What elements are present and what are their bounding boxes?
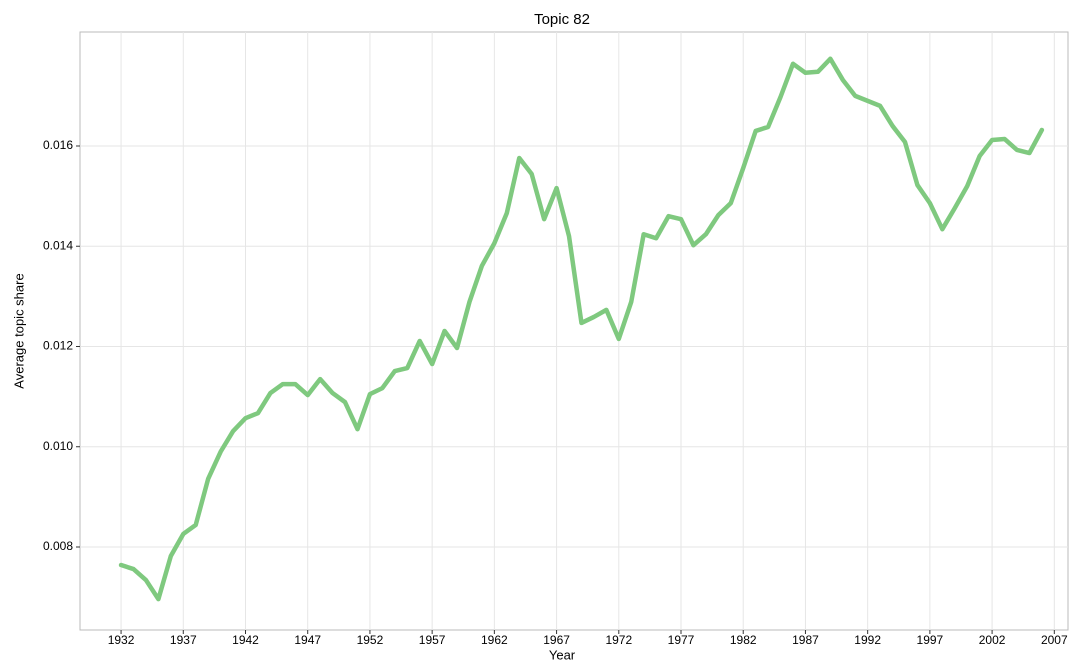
- plot-background: [79, 31, 1069, 631]
- y-tick-label: 0.008: [43, 539, 73, 553]
- y-axis-title: Average topic share: [11, 273, 26, 388]
- x-tick-label: 1952: [357, 633, 384, 647]
- x-tick-label: 1977: [668, 633, 695, 647]
- chart-title: Topic 82: [534, 11, 590, 28]
- x-tick-label: 1937: [170, 633, 197, 647]
- x-tick-label: 1947: [294, 633, 321, 647]
- x-tick-label: 1992: [854, 633, 881, 647]
- x-axis-title: Year: [549, 647, 576, 662]
- x-tick-label: 1967: [543, 633, 570, 647]
- x-tick-label: 1982: [730, 633, 757, 647]
- x-tick-label: 1957: [419, 633, 446, 647]
- y-tick-label: 0.010: [43, 439, 73, 453]
- x-tick-label: 2002: [979, 633, 1006, 647]
- x-tick-label: 1987: [792, 633, 819, 647]
- y-tick-label: 0.016: [43, 138, 73, 152]
- y-tick-label: 0.014: [43, 238, 73, 252]
- x-tick-label: 1932: [108, 633, 135, 647]
- data-line: [118, 56, 1045, 602]
- x-tick-label: 1972: [605, 633, 632, 647]
- x-tick-label: 1997: [917, 633, 944, 647]
- x-tick-label: 1942: [232, 633, 259, 647]
- x-tick-label: 2007: [1041, 633, 1068, 647]
- y-tick-label: 0.012: [43, 339, 73, 353]
- x-tick-label: 1962: [481, 633, 508, 647]
